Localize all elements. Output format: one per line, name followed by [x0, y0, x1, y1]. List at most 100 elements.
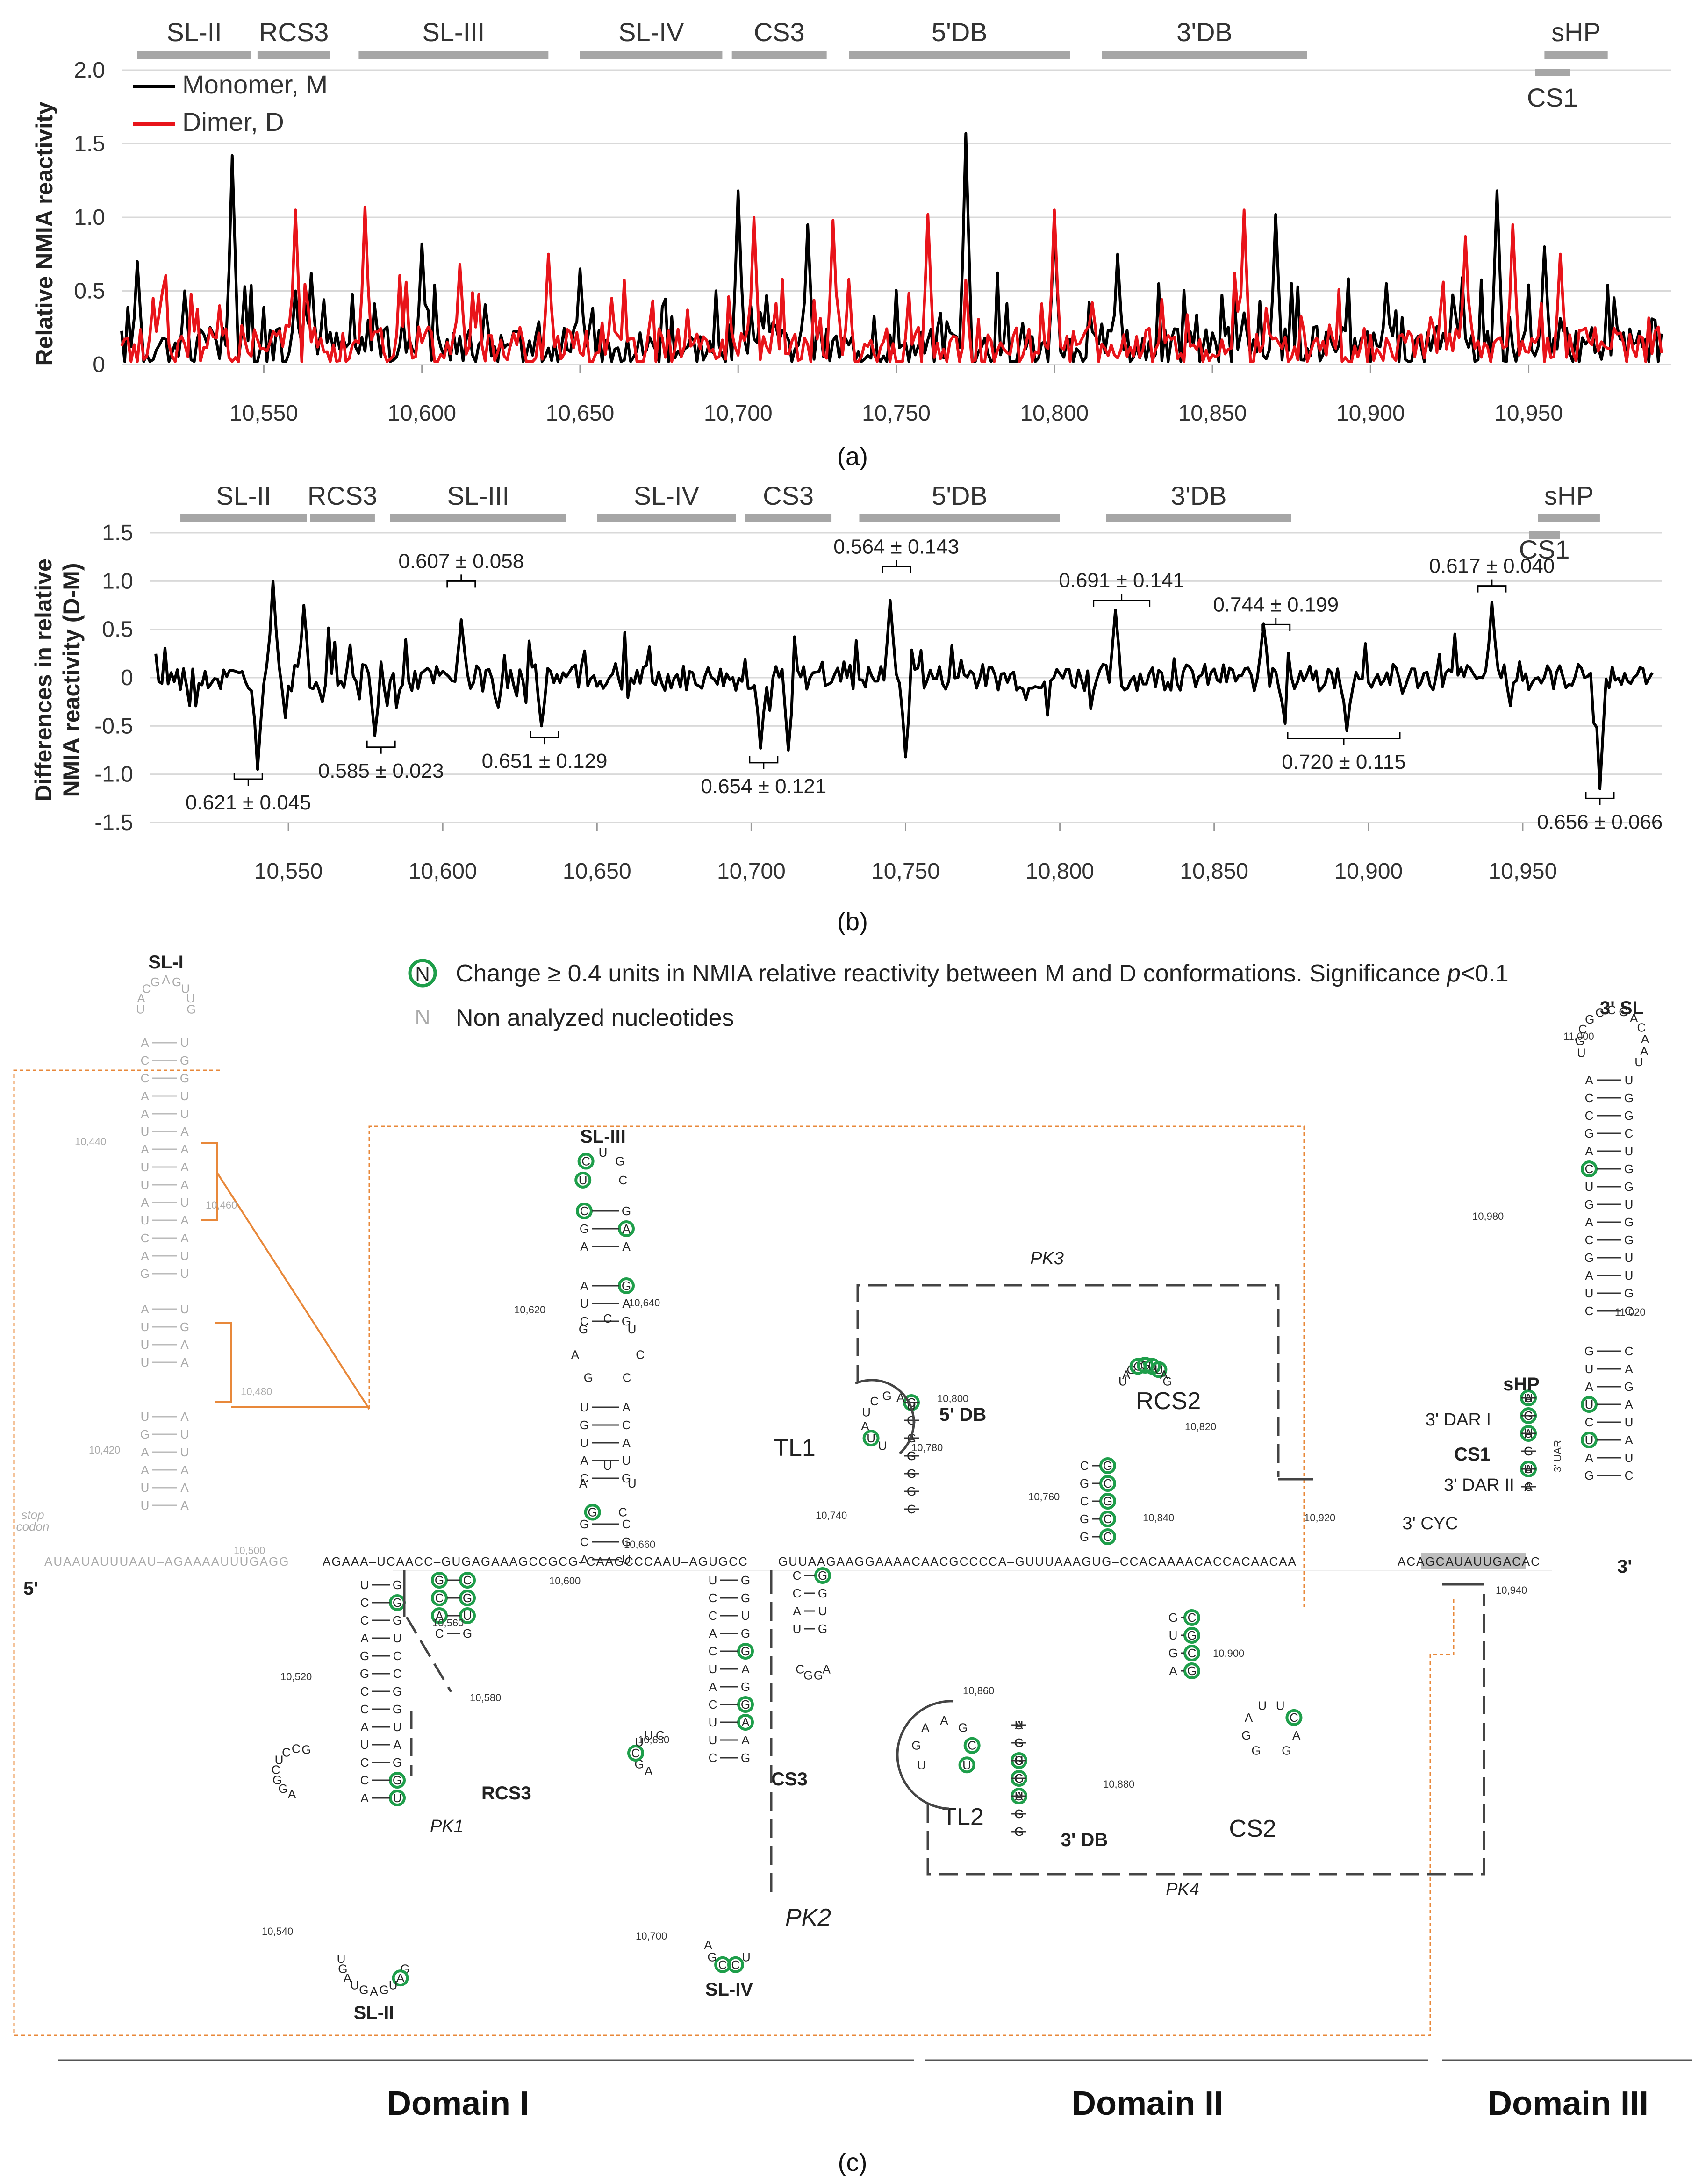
panel-a-x-tick: 10,550 [229, 401, 298, 426]
three-prime-label: 3' [1617, 1556, 1632, 1577]
nucleotide: C [463, 1573, 472, 1587]
nucleotide: U [709, 1733, 717, 1747]
nucleotide: A [180, 1355, 189, 1369]
nucleotide: U [1625, 1144, 1634, 1158]
nucleotide: U [180, 1089, 189, 1103]
nucleotide: G [1187, 1628, 1197, 1642]
nucleotide: G [380, 1983, 389, 1997]
db5-label: 5' DB [939, 1404, 987, 1425]
panel-a-y-tick: 0.5 [74, 279, 105, 304]
nucleotide: U [862, 1405, 871, 1419]
nucleotide: G [1080, 1530, 1089, 1544]
nucleotide: U [180, 1427, 189, 1441]
nucleotide: U [793, 1622, 802, 1636]
nucleotide: C [1290, 1711, 1298, 1725]
nucleotide: U [141, 1410, 150, 1424]
nucleotide: A [141, 1302, 149, 1316]
panel-a-chart: SL-II RCS3 SL-III SL-IV CS3 5'DB 3'DB sHP CS1 2.… [31, 17, 1671, 471]
panel-b-annotation: 0.651 ± 0.129 [482, 750, 608, 773]
panel-a-x-tick: 10,900 [1336, 401, 1405, 426]
nucleotide: G [580, 1222, 589, 1236]
nucleotide: A [940, 1713, 948, 1727]
panel-b-series [154, 580, 1654, 790]
nucleotide: C [718, 1958, 727, 1972]
nucleotide: C [1585, 1162, 1594, 1176]
nucleotide: C [709, 1697, 717, 1711]
nucleotide: U [818, 1604, 827, 1618]
nucleotide: C [731, 1958, 740, 1972]
nucleotide: G [882, 1389, 892, 1403]
nucleotide-highlight [714, 1956, 731, 1973]
nucleotide: A [141, 1107, 149, 1121]
panel-a-region-label: sHP [1551, 17, 1601, 47]
cs1-label: CS1 [1454, 1444, 1491, 1465]
panel-b-y-tick: 0.5 [102, 617, 133, 642]
nucleotide: G [393, 1613, 402, 1627]
nucleotide: A [579, 1476, 588, 1490]
num-10780: 10,780 [911, 1442, 943, 1454]
nucleotide: C [1595, 1006, 1604, 1020]
nucleotide: C [360, 1773, 369, 1787]
nucleotide: A [741, 1662, 750, 1676]
nucleotide: C [631, 1746, 640, 1760]
nucleotide: U [393, 1631, 402, 1645]
legend-highlight-circle [408, 959, 437, 988]
nucleotide: A [571, 1347, 580, 1361]
nucleotide: C [1625, 1304, 1634, 1318]
nucleotide: G [180, 1071, 189, 1085]
nucleotide: U [1625, 1415, 1634, 1429]
nucleotide: G [1168, 1611, 1178, 1625]
panel-b-annotation: 0.654 ± 0.121 [701, 775, 826, 798]
legend-monomer-label: Monomer, M [182, 70, 328, 99]
nucleotide: U [628, 1322, 637, 1336]
panel-a-series-line [120, 132, 1663, 363]
panel-b-region-label: CS3 [763, 481, 814, 510]
nucleotide: U [136, 1002, 145, 1017]
nucleotide: A [1585, 1451, 1593, 1465]
nucleotide: A [137, 991, 145, 1005]
nucleotide: G [622, 1204, 631, 1218]
nucleotide: G [272, 1773, 282, 1787]
panel-b-x-tick: 10,600 [409, 859, 477, 884]
nucleotide: G [741, 1591, 750, 1605]
num-10980: 10,980 [1472, 1210, 1504, 1222]
legend-highlight-letter: N [415, 963, 430, 986]
nucleotide-highlight [1099, 1475, 1116, 1492]
nucleotide: A [1292, 1728, 1301, 1742]
nucleotide: U [186, 991, 195, 1005]
nucleotide: U [917, 1758, 926, 1772]
nucleotide: G [741, 1644, 750, 1658]
nucleotide: G [1168, 1646, 1178, 1660]
nucleotide: A [396, 1971, 405, 1985]
panel-b-region-bars: SL-II RCS3 SL-III SL-IV CS3 5'DB 3'DB sHP CS1 [180, 481, 1600, 564]
backbone-domain2: GUUAAGAAGGAAAACAACGCCCCA–GUUUAAAGUG–CCAC… [778, 1554, 1297, 1568]
num-10580: 10,580 [470, 1692, 501, 1704]
nucleotide: G [393, 1684, 402, 1698]
panel-a-x-ticks: 10,550 10,600 10,650 10,700 10,750 10,800 10,8… [229, 365, 1563, 426]
nucleotide: U [599, 1146, 608, 1160]
panel-a-region-label: SL-IV [618, 17, 684, 47]
nucleotide: A [141, 1463, 149, 1477]
nucleotide: A [344, 1971, 352, 1985]
nucleotide: U [579, 1173, 588, 1187]
num-10820: 10,820 [1185, 1421, 1216, 1432]
nucleotide: G [1080, 1476, 1089, 1490]
nucleotide: A [1245, 1711, 1253, 1725]
panel-b-region-label: sHP [1544, 481, 1594, 510]
nucleotide: C [435, 1591, 444, 1605]
nucleotide-highlight [577, 1153, 595, 1170]
panel-a-y-tick: 1.5 [74, 132, 105, 157]
panel-a-x-tick: 10,850 [1178, 401, 1247, 426]
nucleotide: C [622, 1418, 631, 1432]
panel-a-region-label: CS1 [1527, 83, 1578, 112]
tl2-label: TL2 [942, 1804, 984, 1831]
dar2-label: 3' DAR II [1444, 1475, 1514, 1495]
nucleotide: G [1241, 1728, 1251, 1742]
nucleotide: A [622, 1222, 631, 1236]
nucleotide: U [709, 1715, 717, 1729]
panel-b-annotation-bracket [749, 756, 779, 769]
num-10800: 10,800 [937, 1393, 968, 1404]
nucleotide: U [1276, 1699, 1285, 1713]
nucleotide-highlight [1285, 1709, 1303, 1726]
